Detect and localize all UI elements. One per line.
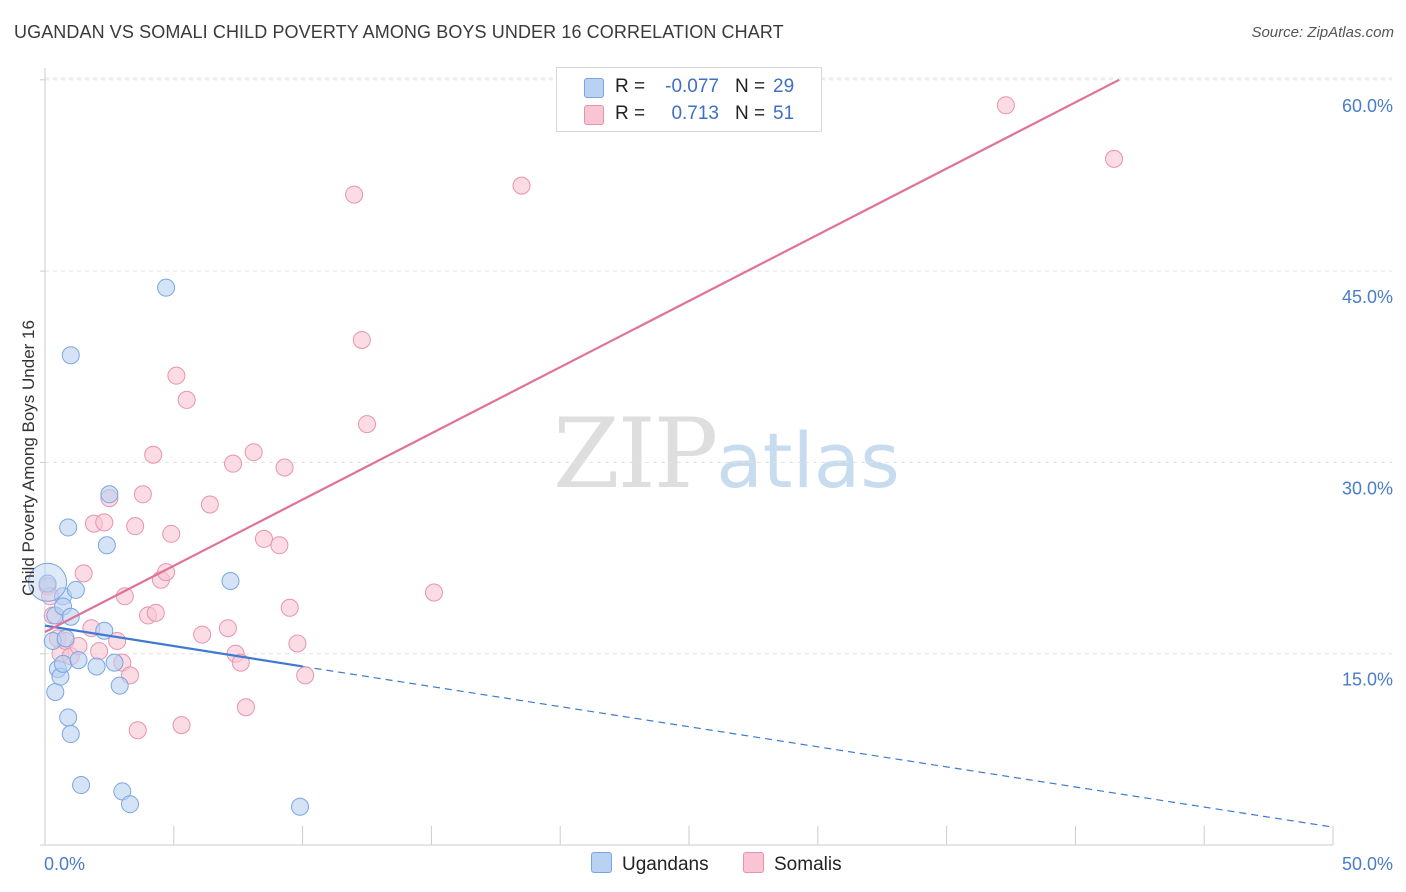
somalis-point <box>280 598 299 617</box>
legend-somalis: Somalis <box>743 852 842 876</box>
watermark-atlas: atlas <box>716 416 900 505</box>
ugandans-point <box>66 580 85 599</box>
somalis-point <box>254 529 273 548</box>
x-tick-label: 50.0% <box>1342 854 1393 874</box>
legend-n-label: N = <box>735 76 766 97</box>
ugandans-legend-swatch <box>591 852 612 873</box>
watermark-zip: ZIP <box>553 398 718 510</box>
ugandans-point <box>54 654 73 673</box>
somalis-point <box>236 698 255 717</box>
somalis-point <box>424 583 443 602</box>
somalis-point <box>1105 149 1124 168</box>
somalis-point <box>177 390 196 409</box>
ugandans-point <box>56 629 75 648</box>
y-tick-label: 15.0% <box>1342 670 1393 690</box>
somalis-point <box>296 666 315 685</box>
ugandans-point <box>100 485 119 504</box>
legend-r-label: R = <box>615 103 646 124</box>
y-axis-label: Child Poverty Among Boys Under 16 <box>19 320 38 596</box>
ugandans-point <box>110 676 129 695</box>
somalis-legend-swatch <box>743 852 764 873</box>
ugandans-trend-extension <box>302 665 1334 828</box>
somalis-point <box>200 495 219 514</box>
somalis-point <box>275 458 294 477</box>
somalis-point <box>224 454 243 473</box>
tick-labels: 15.0% 30.0% 45.0% 60.0% 0.0% 50.0% <box>44 96 1393 874</box>
ugandans-cluster-point <box>28 562 68 602</box>
somalis-point <box>288 634 307 653</box>
chart-source: Source: ZipAtlas.com <box>1251 24 1394 41</box>
ugandans-point <box>59 708 78 727</box>
ugandans-point <box>97 536 116 555</box>
ugandans-point <box>121 795 140 814</box>
somalis-point <box>162 524 181 543</box>
trend-lines <box>44 78 1120 668</box>
somalis-point <box>144 445 163 464</box>
legend-n-label: N = <box>735 103 766 124</box>
ugandans-point <box>105 653 124 672</box>
ugandans-trend-dashed <box>302 665 1334 828</box>
correlation-legend: R = -0.077 N = 29 R = 0.713 N = 51 <box>556 67 822 132</box>
y-tick-label: 60.0% <box>1342 96 1393 116</box>
somalis-point <box>95 513 114 532</box>
somalis-point <box>512 176 531 195</box>
somalis-point <box>270 536 289 555</box>
legend-n-value: 51 <box>773 103 795 124</box>
somalis-point <box>128 721 147 740</box>
y-tick-label: 45.0% <box>1342 287 1393 307</box>
axes <box>40 68 1334 846</box>
somalis-point <box>244 443 263 462</box>
somalis-point <box>90 642 109 661</box>
ugandans-point <box>221 572 240 591</box>
ugandans-point <box>72 776 91 795</box>
ugandans-point <box>69 651 88 670</box>
somalis-point <box>167 366 186 385</box>
grid-lines <box>45 77 1392 655</box>
ugandans-point <box>46 682 65 701</box>
somalis-point <box>126 517 145 536</box>
ugandans-point <box>61 725 80 744</box>
ugandans-point <box>87 657 106 676</box>
somalis-legend-label: Somalis <box>774 854 842 875</box>
somalis-point <box>996 96 1015 115</box>
legend-r-value: 0.713 <box>671 103 719 124</box>
ugandans-legend-label: Ugandans <box>622 854 709 875</box>
somalis-point <box>352 330 371 349</box>
ugandans-swatch <box>584 78 604 98</box>
ugandans-trend-line <box>44 624 303 668</box>
x-tick-label: 0.0% <box>44 854 85 874</box>
ugandans-point <box>59 518 78 537</box>
somalis-point <box>146 603 165 622</box>
ugandans-point <box>291 797 310 816</box>
y-tick-label: 30.0% <box>1342 478 1393 498</box>
somalis-point <box>133 485 152 504</box>
legend-r-label: R = <box>615 76 646 97</box>
somalis-point <box>172 716 191 735</box>
legend-r-value: -0.077 <box>665 76 719 97</box>
legend-ugandans: Ugandans <box>591 852 709 876</box>
somalis-point <box>74 564 93 583</box>
somalis-point <box>193 625 212 644</box>
ugandans-point <box>38 574 57 593</box>
ugandans-point <box>61 346 80 365</box>
legend-row-somalis: R = 0.713 N = 51 <box>557 100 821 128</box>
legend-n-value: 29 <box>773 76 795 97</box>
chart-title: UGANDAN VS SOMALI CHILD POVERTY AMONG BO… <box>14 22 784 42</box>
watermark: ZIPatlas <box>553 398 900 510</box>
somalis-trend-line <box>44 78 1120 633</box>
legend-row-ugandans: R = -0.077 N = 29 <box>557 73 821 101</box>
somalis-swatch <box>584 105 604 125</box>
data-points <box>28 96 1124 816</box>
somalis-point <box>358 415 376 434</box>
ugandans-point <box>157 278 176 297</box>
somalis-point <box>345 185 364 204</box>
somalis-point <box>218 619 237 638</box>
